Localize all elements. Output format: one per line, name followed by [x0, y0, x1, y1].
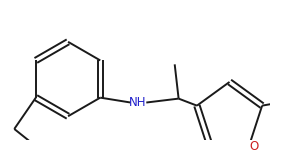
Text: O: O: [249, 140, 258, 153]
Text: NH: NH: [129, 96, 146, 109]
